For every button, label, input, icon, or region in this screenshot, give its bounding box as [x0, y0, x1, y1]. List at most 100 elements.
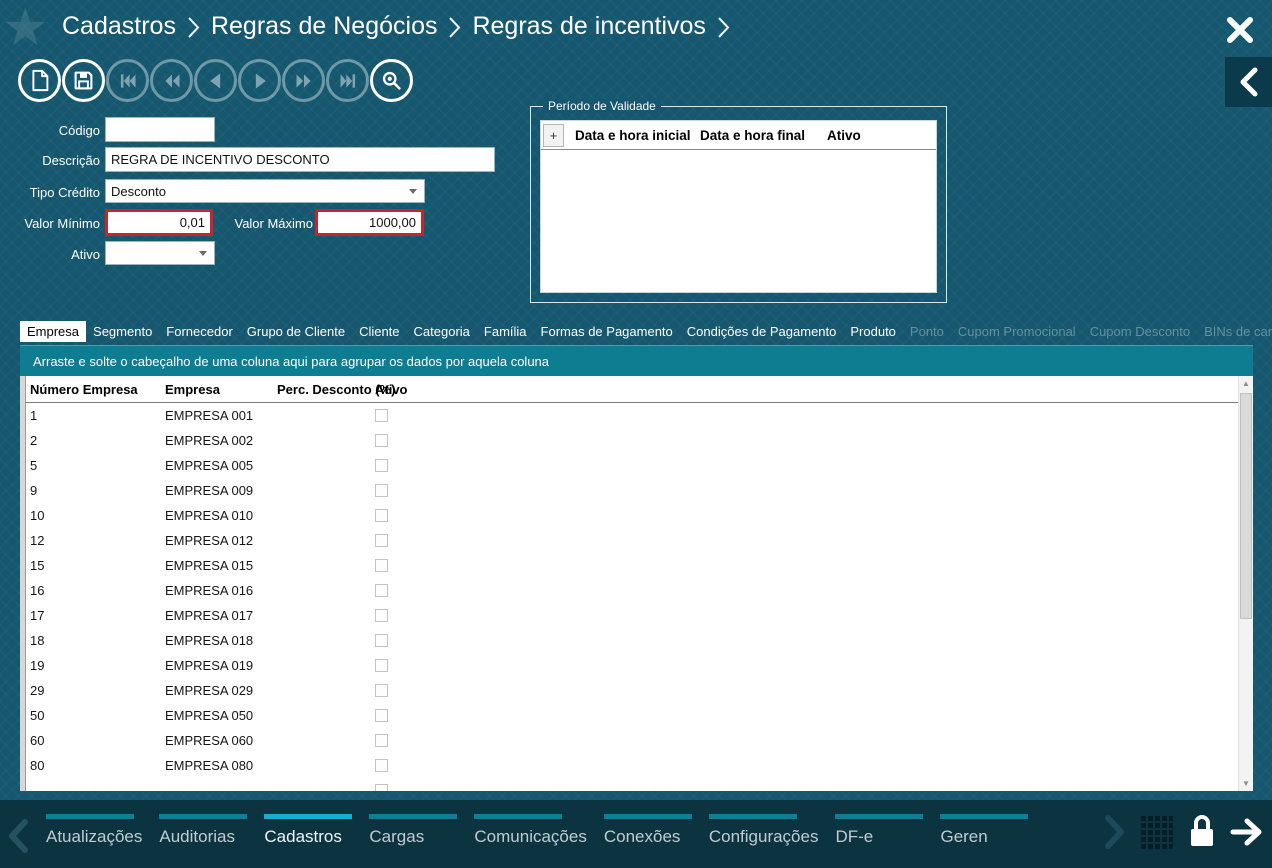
collapse-panel-button[interactable] [1225, 57, 1272, 107]
tab-familia[interactable]: Família [483, 324, 527, 339]
vertical-scrollbar[interactable]: ▲ ▼ [1238, 376, 1253, 791]
table-row[interactable]: 19 EMPRESA 019 [20, 653, 1253, 678]
cell-empresa: EMPRESA 005 [165, 458, 254, 473]
new-record-icon[interactable] [18, 59, 61, 102]
table-row[interactable] [20, 778, 1253, 791]
nav-scroll-right-icon[interactable] [1103, 812, 1127, 857]
tab-cliente[interactable]: Cliente [359, 324, 400, 339]
ativo-checkbox[interactable] [375, 559, 388, 572]
column-ativo[interactable]: Ativo [827, 127, 861, 143]
group-by-hint-bar[interactable]: Arraste e solte o cabeçalho de uma colun… [20, 345, 1253, 376]
entity-tabs: Empresa Segmento Fornecedor Grupo de Cli… [20, 321, 1272, 342]
table-row[interactable]: 29 EMPRESA 029 [20, 678, 1253, 703]
fast-previous-icon[interactable] [150, 59, 193, 102]
ativo-checkbox[interactable] [375, 634, 388, 647]
nav-item-cadastros[interactable]: Cadastros [264, 814, 353, 868]
codigo-input[interactable] [105, 117, 215, 142]
arrow-right-icon[interactable] [1230, 816, 1264, 853]
lock-icon[interactable] [1187, 813, 1217, 856]
ativo-select[interactable] [105, 241, 215, 265]
nav-item-configuracoes[interactable]: Configurações [708, 814, 818, 868]
table-row[interactable]: 80 EMPRESA 080 [20, 753, 1253, 778]
close-icon[interactable] [1222, 12, 1258, 48]
ativo-checkbox[interactable] [375, 484, 388, 497]
nav-item-conexoes[interactable]: Conexões [603, 814, 692, 868]
last-record-icon[interactable] [326, 59, 369, 102]
grid-menu-icon[interactable] [1140, 813, 1174, 856]
nav-item-atualizacoes[interactable]: Atualizações [46, 814, 142, 868]
nav-item-label: DF-e [835, 827, 874, 846]
descricao-input[interactable]: REGRA DE INCENTIVO DESCONTO [105, 147, 495, 172]
nav-item-label: Cargas [369, 827, 425, 846]
ativo-checkbox[interactable] [375, 684, 388, 697]
nav-item-dfe[interactable]: DF-e [835, 814, 924, 868]
tab-empresa[interactable]: Empresa [20, 321, 87, 342]
nav-item-gerenciadores[interactable]: Geren [940, 814, 1029, 868]
ativo-checkbox[interactable] [375, 434, 388, 447]
ativo-checkbox[interactable] [375, 459, 388, 472]
breadcrumb-cadastros[interactable]: Cadastros [62, 12, 176, 40]
module-nav-bar: Atualizações Auditorias Cadastros Cargas… [0, 800, 1272, 868]
column-perc-desconto[interactable]: Perc. Desconto (%) [277, 381, 396, 397]
nav-item-bar [264, 814, 353, 819]
table-row[interactable]: 50 EMPRESA 050 [20, 703, 1253, 728]
fast-next-icon[interactable] [282, 59, 325, 102]
column-data-hora-inicial[interactable]: Data e hora inicial [575, 127, 691, 143]
tab-segmento[interactable]: Segmento [93, 324, 153, 339]
first-record-icon[interactable] [106, 59, 149, 102]
table-row[interactable]: 10 EMPRESA 010 [20, 503, 1253, 528]
breadcrumb-regras-incentivos[interactable]: Regras de incentivos [472, 12, 706, 40]
ativo-checkbox[interactable] [375, 659, 388, 672]
ativo-checkbox[interactable] [375, 409, 388, 422]
ativo-checkbox[interactable] [375, 759, 388, 772]
tipo-credito-select[interactable]: Desconto [105, 179, 425, 203]
table-row[interactable]: 15 EMPRESA 015 [20, 553, 1253, 578]
ativo-checkbox[interactable] [375, 534, 388, 547]
column-empresa[interactable]: Empresa [165, 381, 220, 397]
next-record-icon[interactable] [238, 59, 281, 102]
table-row[interactable]: 18 EMPRESA 018 [20, 628, 1253, 653]
valor-maximo-input[interactable]: 1000,00 [315, 209, 424, 236]
table-row[interactable]: 60 EMPRESA 060 [20, 728, 1253, 753]
tab-grupo-de-cliente[interactable]: Grupo de Cliente [246, 324, 346, 339]
table-row[interactable]: 17 EMPRESA 017 [20, 603, 1253, 628]
ativo-checkbox[interactable] [375, 509, 388, 522]
ativo-checkbox[interactable] [375, 609, 388, 622]
table-row[interactable]: 2 EMPRESA 002 [20, 428, 1253, 453]
nav-scroll-left-icon[interactable] [5, 817, 31, 860]
save-icon[interactable] [62, 59, 105, 102]
cell-empresa: EMPRESA 019 [165, 658, 254, 673]
column-ativo[interactable]: Ativo [375, 381, 408, 397]
previous-record-icon[interactable] [194, 59, 237, 102]
ativo-checkbox[interactable] [375, 734, 388, 747]
breadcrumb-regras-negocios[interactable]: Regras de Negócios [210, 12, 438, 40]
ativo-checkbox[interactable] [375, 584, 388, 597]
table-row[interactable]: 5 EMPRESA 005 [20, 453, 1253, 478]
cell-numero: 12 [30, 533, 45, 548]
column-numero-empresa[interactable]: Número Empresa [30, 381, 138, 397]
table-row[interactable]: 1 EMPRESA 001 [20, 403, 1253, 428]
scroll-up-icon[interactable]: ▲ [1242, 379, 1250, 388]
search-icon[interactable] [370, 59, 413, 102]
tab-formas-de-pagamento[interactable]: Formas de Pagamento [540, 324, 673, 339]
tab-produto[interactable]: Produto [850, 324, 896, 339]
nav-item-cargas[interactable]: Cargas [369, 814, 458, 868]
tab-condicoes-de-pagamento[interactable]: Condições de Pagamento [686, 324, 837, 339]
nav-item-comunicacoes[interactable]: Comunicações [474, 814, 587, 868]
scroll-down-icon[interactable]: ▼ [1242, 779, 1250, 788]
scrollbar-thumb[interactable] [1240, 393, 1252, 619]
ativo-checkbox[interactable] [375, 784, 388, 791]
valor-minimo-input[interactable]: 0,01 [105, 209, 213, 236]
tab-fornecedor[interactable]: Fornecedor [166, 324, 233, 339]
ativo-checkbox[interactable] [375, 709, 388, 722]
add-period-button[interactable]: + [543, 123, 564, 147]
table-row[interactable]: 9 EMPRESA 009 [20, 478, 1253, 503]
column-data-hora-final[interactable]: Data e hora final [700, 127, 806, 143]
cell-numero: 1 [30, 408, 38, 423]
tab-categoria[interactable]: Categoria [413, 324, 470, 339]
table-row[interactable]: 16 EMPRESA 016 [20, 578, 1253, 603]
nav-item-auditorias[interactable]: Auditorias [159, 814, 248, 868]
record-toolbar [18, 59, 413, 102]
nav-item-bar [369, 814, 458, 819]
table-row[interactable]: 12 EMPRESA 012 [20, 528, 1253, 553]
